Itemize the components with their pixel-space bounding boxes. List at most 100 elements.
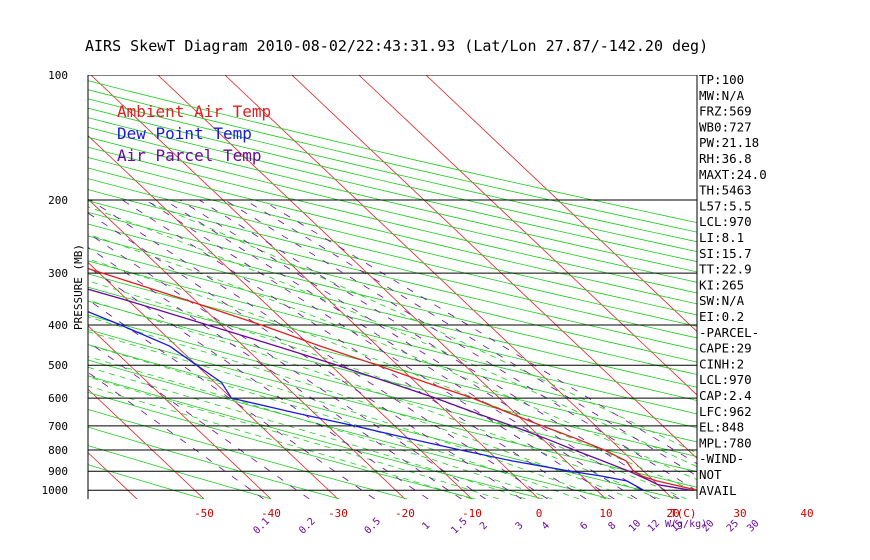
stability-index-text: KI:265 [699,277,744,292]
dry-adiabat-line [88,178,697,327]
stability-index-text: TT:22.9 [699,262,752,277]
dry-adiabat-line [88,235,697,388]
chart-title: AIRS SkewT Diagram 2010-08-02/22:43:31.9… [85,37,708,55]
mixing-ratio-tick-label: 6 [578,520,590,532]
mixing-ratio-line [261,199,697,465]
bottom-tick-label: 10 [599,507,612,520]
bottom-tick-label: 0 [536,507,543,520]
pressure-tick-label: 100 [48,69,68,82]
mixing-ratio-tick-label: 10 [627,518,643,534]
dry-adiabat-line [88,375,544,499]
moist-adiabat-line [143,199,697,454]
dry-adiabat-line [88,136,697,283]
pressure-tick-label: 1000 [42,484,69,497]
moist-adiabat-line [88,366,526,499]
dry-adiabat-line [88,260,697,415]
x-axis-unit-label: T(C) [670,507,697,520]
dry-adiabat-lines [88,80,697,499]
pressure-tick-label: 500 [48,359,68,372]
stability-index-text: EL:848 [699,420,744,435]
moist-adiabat-lines [88,199,697,499]
dry-adiabat-line [88,189,697,339]
dry-adiabat-line [88,445,272,499]
moist-adiabat-line [88,206,697,468]
bottom-tick-label: 40 [800,507,813,520]
mixing-ratio-line [224,199,697,492]
stability-index-text: NOT [699,467,722,482]
stability-index-text: LCL:970 [699,214,752,229]
dry-adiabat-line [88,273,697,429]
dry-adiabat-line [88,314,697,473]
isotherm-line [88,388,205,499]
moist-adiabat-line [88,376,499,499]
mixing-ratio-tick-label: 8 [607,520,619,532]
bottom-tick-label: 20 [666,507,679,520]
moist-adiabat-line [88,233,697,481]
isotherm-line [358,75,697,396]
isotherm-line [0,75,3,499]
stability-index-text: -PARCEL- [699,325,759,340]
dry-adiabat-line [88,107,697,253]
pressure-tick-label: 300 [48,267,68,280]
pressure-tick-label: 700 [48,420,68,433]
dry-adiabat-line [88,247,697,401]
isotherm-line [224,75,674,499]
stability-index-text: LCL:970 [699,372,752,387]
dry-adiabat-line [88,126,697,273]
mixing-ratio-line [88,232,486,499]
dry-adiabat-line [88,408,408,499]
stability-index-text: CINH:2 [699,356,744,371]
mixing-ratio-line [88,299,375,499]
isotherm-line [425,75,697,333]
stability-indices: TP:100MW:N/AFRZ:569WB0:727PW:21.18RH:36.… [699,72,767,498]
mixing-ratio-line [179,199,656,499]
series-line [88,267,697,491]
mixing-ratio-tick-label: 0.2 [297,516,318,537]
mixing-ratio-tick-label: 30 [745,518,761,534]
stability-index-text: CAPE:29 [699,341,752,356]
mixing-ratio-line [145,199,615,499]
dry-adiabat-line [88,391,476,499]
moist-adiabat-line [88,356,553,499]
dry-adiabat-line [88,157,697,305]
mixing-ratio-tick-label: 1 [420,520,432,532]
stability-index-text: TP:100 [699,72,744,87]
legend: Ambient Air Temp Dew Point Temp Air Parc… [117,102,271,165]
mixing-ratio-line [88,212,522,499]
mixing-ratio-line [90,199,548,499]
stability-index-text: WB0:727 [699,119,752,134]
dry-adiabat-line [88,117,697,263]
dry-adiabat-line [88,286,697,443]
pressure-tick-label: 900 [48,465,68,478]
isotherm-line [88,325,272,499]
dry-adiabat-line [88,200,697,351]
moist-adiabat-line [88,344,580,499]
legend-ambient-air-temp: Ambient Air Temp [117,102,271,121]
dry-adiabat-line [88,464,204,499]
series-line [88,288,691,491]
stability-index-text: MPL:780 [699,435,752,450]
pressure-tick-label: 200 [48,194,68,207]
isotherm-line [0,75,70,499]
isotherm-line [291,75,697,459]
moist-adiabat-line [88,280,687,499]
stability-index-text: SW:N/A [699,293,745,308]
stability-index-text: RH:36.8 [699,151,752,166]
mixing-ratio-unit-label: W(g/kg) [665,519,707,530]
dry-adiabat-line [88,211,697,363]
bottom-tick-label: 30 [733,507,746,520]
stability-index-text: SI:15.7 [699,246,752,261]
sounding-series [88,267,697,491]
stability-index-text: EI:0.2 [699,309,744,324]
stability-index-text: CAP:2.4 [699,388,752,403]
mixing-ratio-line [164,199,638,499]
pressure-tick-label: 400 [48,319,68,332]
mixing-ratio-tick-label: 0.5 [363,516,384,537]
mixing-ratio-line [122,199,587,499]
series-line [88,310,644,491]
dry-adiabat-line [88,329,697,488]
moist-adiabat-line [88,385,473,499]
stability-index-text: PW:21.18 [699,135,759,150]
stability-index-text: MAXT:24.0 [699,167,767,182]
